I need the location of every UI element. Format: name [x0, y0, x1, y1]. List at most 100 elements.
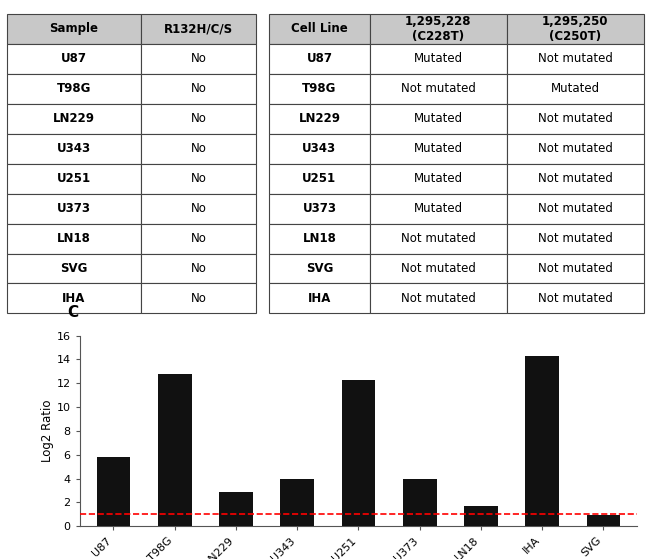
- Bar: [142, 193, 256, 224]
- Bar: [6, 44, 142, 74]
- Text: No: No: [191, 292, 207, 305]
- Bar: [269, 224, 370, 254]
- Bar: [6, 224, 142, 254]
- Text: T98G: T98G: [302, 82, 337, 96]
- Text: U87: U87: [61, 53, 87, 65]
- Bar: [6, 164, 142, 193]
- Bar: [269, 164, 370, 193]
- Text: No: No: [191, 112, 207, 125]
- Text: Cell Line: Cell Line: [291, 22, 348, 35]
- Bar: [370, 164, 507, 193]
- Bar: [507, 224, 644, 254]
- Text: No: No: [191, 53, 207, 65]
- Bar: [507, 283, 644, 314]
- Bar: [269, 44, 370, 74]
- Text: LN229: LN229: [53, 112, 95, 125]
- Text: Not mutated: Not mutated: [401, 82, 476, 96]
- Text: 1,295,250
(C250T): 1,295,250 (C250T): [542, 15, 608, 43]
- Text: No: No: [191, 172, 207, 185]
- Text: U373: U373: [57, 202, 91, 215]
- Text: Mutated: Mutated: [551, 82, 600, 96]
- Bar: [507, 134, 644, 164]
- Text: No: No: [191, 262, 207, 275]
- Bar: [142, 104, 256, 134]
- Text: Not mutated: Not mutated: [538, 202, 612, 215]
- Text: No: No: [191, 232, 207, 245]
- Bar: [6, 283, 142, 314]
- Bar: [6, 254, 142, 283]
- Bar: [370, 14, 507, 44]
- Text: No: No: [191, 142, 207, 155]
- Text: SVG: SVG: [306, 262, 333, 275]
- Bar: [269, 193, 370, 224]
- Bar: [142, 134, 256, 164]
- Bar: [507, 74, 644, 104]
- Bar: [142, 44, 256, 74]
- Bar: [507, 104, 644, 134]
- Text: R132H/C/S: R132H/C/S: [164, 22, 233, 35]
- Text: Not mutated: Not mutated: [538, 262, 612, 275]
- Bar: [6, 14, 142, 44]
- Text: 1,295,228
(C228T): 1,295,228 (C228T): [405, 15, 472, 43]
- Bar: [6, 74, 142, 104]
- Text: U251: U251: [302, 172, 337, 185]
- Text: U373: U373: [302, 202, 337, 215]
- Text: Not mutated: Not mutated: [401, 292, 476, 305]
- Bar: [370, 224, 507, 254]
- Text: U251: U251: [57, 172, 91, 185]
- Bar: [370, 254, 507, 283]
- Text: No: No: [191, 202, 207, 215]
- Bar: [370, 104, 507, 134]
- Text: Not mutated: Not mutated: [401, 262, 476, 275]
- Text: Mutated: Mutated: [414, 172, 463, 185]
- Bar: [269, 104, 370, 134]
- Bar: [6, 134, 142, 164]
- Text: No: No: [191, 82, 207, 96]
- Text: Not mutated: Not mutated: [401, 232, 476, 245]
- Bar: [6, 193, 142, 224]
- Bar: [6, 104, 142, 134]
- Text: U87: U87: [306, 53, 332, 65]
- Text: Not mutated: Not mutated: [538, 172, 612, 185]
- Bar: [370, 283, 507, 314]
- Bar: [269, 283, 370, 314]
- Bar: [269, 74, 370, 104]
- Bar: [507, 164, 644, 193]
- Text: B: B: [261, 0, 273, 2]
- Bar: [142, 254, 256, 283]
- Text: U343: U343: [57, 142, 91, 155]
- Text: Mutated: Mutated: [414, 112, 463, 125]
- Text: Not mutated: Not mutated: [538, 112, 612, 125]
- Text: Sample: Sample: [49, 22, 98, 35]
- Bar: [370, 44, 507, 74]
- Text: IHA: IHA: [307, 292, 331, 305]
- Text: T98G: T98G: [57, 82, 91, 96]
- Bar: [142, 283, 256, 314]
- Bar: [370, 74, 507, 104]
- Text: Not mutated: Not mutated: [538, 142, 612, 155]
- Text: Not mutated: Not mutated: [538, 232, 612, 245]
- Text: U343: U343: [302, 142, 337, 155]
- Bar: [142, 164, 256, 193]
- Bar: [142, 74, 256, 104]
- Bar: [269, 14, 370, 44]
- Bar: [142, 224, 256, 254]
- Text: Not mutated: Not mutated: [538, 53, 612, 65]
- Text: Mutated: Mutated: [414, 142, 463, 155]
- Text: C: C: [67, 305, 78, 320]
- Text: Mutated: Mutated: [414, 53, 463, 65]
- Bar: [507, 44, 644, 74]
- Text: LN18: LN18: [302, 232, 336, 245]
- Bar: [507, 14, 644, 44]
- Text: Not mutated: Not mutated: [538, 292, 612, 305]
- Bar: [370, 193, 507, 224]
- Bar: [507, 254, 644, 283]
- Bar: [370, 134, 507, 164]
- Text: LN18: LN18: [57, 232, 91, 245]
- Bar: [269, 254, 370, 283]
- Text: A: A: [1, 0, 13, 2]
- Text: SVG: SVG: [60, 262, 88, 275]
- Text: IHA: IHA: [62, 292, 86, 305]
- Text: Mutated: Mutated: [414, 202, 463, 215]
- Bar: [142, 14, 256, 44]
